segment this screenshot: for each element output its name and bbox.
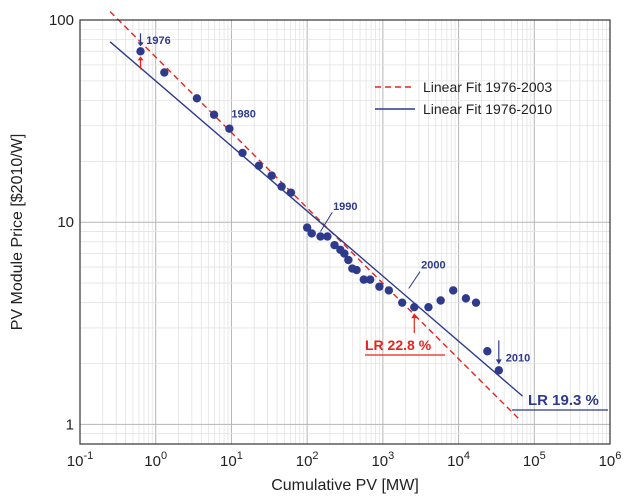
data-point [209, 110, 219, 119]
arrowhead-2003 [411, 313, 418, 319]
fit-line-1976-2003 [109, 11, 521, 421]
y-tick-labels: 1 10 100 [49, 12, 74, 433]
fit-lines [109, 11, 524, 421]
y-tick-label: 10 [57, 214, 74, 231]
x-tick-label: 104 [447, 450, 470, 470]
arrowhead-1976-red [137, 56, 144, 61]
data-point [410, 302, 419, 312]
data-point [136, 47, 145, 56]
x-tick-labels: 10-1 100 101 102 103 104 105 106 [67, 450, 622, 470]
y-tick-label: 1 [66, 416, 74, 433]
data-point [375, 282, 384, 291]
data-point [277, 182, 286, 191]
data-point [344, 255, 353, 265]
learning-rate-blue: LR 19.3 % [528, 392, 599, 409]
data-point [436, 296, 445, 305]
data-point [461, 294, 471, 303]
data-point [359, 275, 368, 284]
year-label: 1990 [333, 201, 357, 213]
data-point [323, 232, 332, 241]
data-point [160, 68, 169, 77]
x-tick-label: 106 [599, 450, 622, 470]
data-point [238, 148, 247, 158]
plot-frame [79, 19, 611, 445]
leader-line-2000 [408, 271, 421, 289]
x-tick-label: 105 [523, 450, 546, 470]
data-point [424, 302, 433, 312]
legend: Linear Fit 1976-2003 Linear Fit 1976-2010 [375, 79, 552, 117]
arrowhead-1976-blue [137, 42, 144, 47]
x-tick-label: 10-1 [67, 450, 93, 470]
legend-label: Linear Fit 1976-2010 [423, 101, 552, 117]
x-tick-label: 102 [296, 450, 319, 470]
data-point [302, 223, 312, 232]
data-point [254, 161, 264, 171]
x-tick-label: 103 [371, 450, 394, 470]
data-point [365, 275, 375, 284]
x-tick-label: 101 [220, 450, 243, 470]
annotations: 1976 1980 1990 2000 2010 LR 22.8 % LR 19.3 % [137, 33, 608, 411]
y-axis-title: PV Module Price [$2010/W] [9, 134, 26, 331]
data-point [340, 249, 349, 258]
year-label: 1976 [146, 35, 170, 47]
data-point [471, 298, 481, 307]
data-point [192, 94, 202, 103]
data-point [286, 188, 296, 197]
fit-line-1976-2010 [109, 41, 524, 397]
data-point [449, 286, 458, 295]
arrowhead-2010 [495, 359, 502, 365]
x-axis-title: Cumulative PV [MW] [271, 477, 419, 494]
x-tick-label: 100 [144, 450, 167, 470]
learning-rate-red: LR 22.8 % [365, 337, 432, 353]
year-label: 1980 [231, 108, 255, 120]
year-label: 2000 [421, 260, 445, 272]
y-tick-label: 100 [49, 12, 74, 29]
grid [80, 20, 610, 444]
data-point [483, 347, 492, 356]
data-point [307, 229, 316, 238]
legend-label: Linear Fit 1976-2003 [423, 79, 552, 95]
data-point [225, 124, 234, 133]
data-point [330, 240, 339, 250]
data-point [316, 232, 325, 241]
data-points [136, 47, 504, 375]
data-point [352, 265, 361, 275]
year-label: 2010 [506, 352, 530, 364]
data-point [384, 286, 394, 295]
data-point [494, 366, 504, 375]
data-point [397, 298, 407, 307]
data-point [267, 171, 276, 180]
leader-line-1990 [320, 211, 333, 232]
